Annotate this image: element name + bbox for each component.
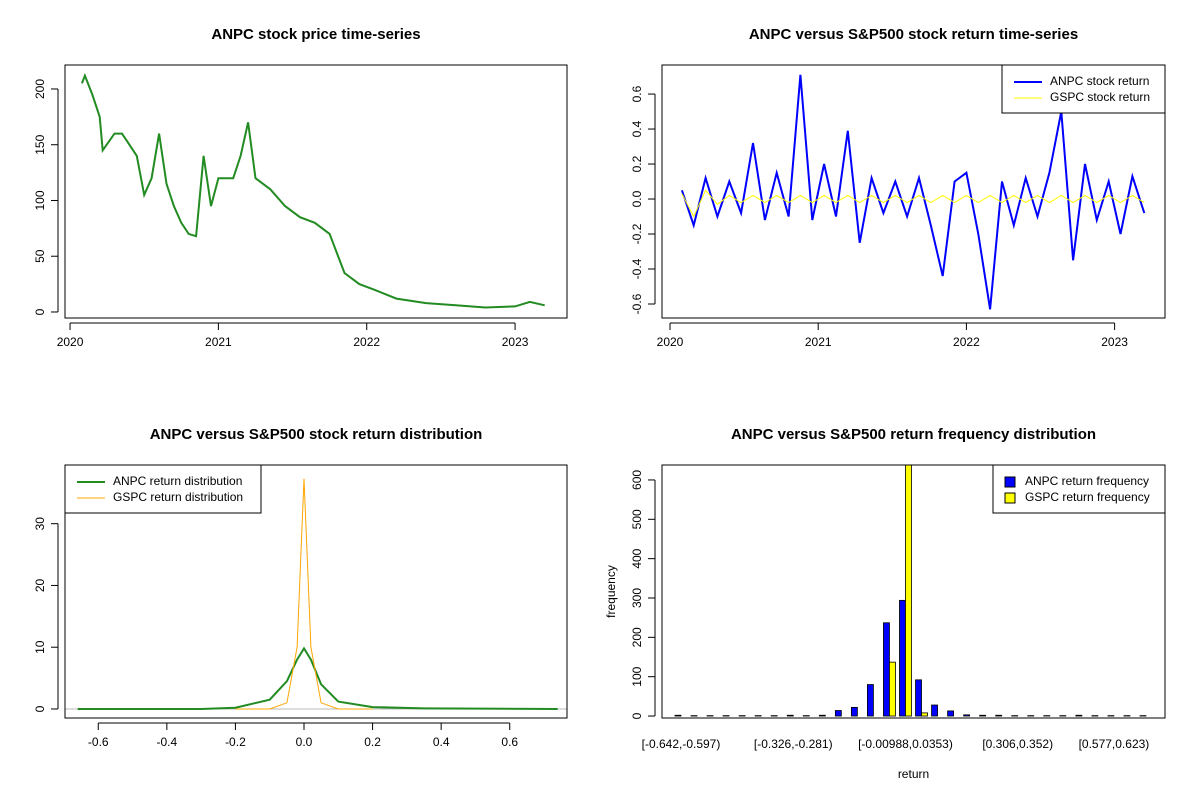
bar	[818, 714, 826, 717]
panel: ANPC stock price time-series 0 50 100 150 200…	[33, 26, 568, 349]
x-tick-label: [0.306,0.352)	[982, 737, 1053, 751]
bar	[883, 622, 890, 717]
bar	[1075, 714, 1083, 717]
y-tick-label: 200	[33, 79, 47, 99]
bar	[889, 661, 896, 717]
y-tick-label: 600	[630, 470, 644, 490]
legend-label: GSPC stock return	[1050, 90, 1150, 104]
x-tick-label: 2021	[205, 335, 232, 349]
x-tick-label: [-0.642,-0.597)	[642, 737, 721, 751]
legend-label: GSPC return frequency	[1025, 490, 1150, 504]
bar	[947, 710, 954, 717]
y-tick-label: 0.4	[630, 120, 644, 137]
chart-title: ANPC versus S&P500 stock return time-ser…	[749, 26, 1078, 43]
bar	[905, 465, 912, 717]
y-tick-label: 0	[630, 712, 644, 719]
legend-swatch	[1004, 492, 1016, 504]
y-tick-label: 30	[33, 517, 47, 531]
legend-label: ANPC return frequency	[1025, 474, 1149, 488]
y-tick-label: -0.6	[630, 293, 644, 314]
y-tick-label: 100	[33, 190, 47, 210]
y-tick-label: -0.4	[630, 258, 644, 279]
bar	[674, 714, 682, 717]
bar	[867, 684, 874, 717]
x-tick-label: 2021	[805, 335, 832, 349]
series-line	[77, 646, 558, 710]
chart-title: ANPC versus S&P500 return frequency dist…	[731, 426, 1096, 443]
x-tick-label: 2022	[353, 335, 380, 349]
y-tick-label: 500	[630, 509, 644, 529]
x-tick-label: -0.2	[225, 735, 246, 749]
y-tick-label: 300	[630, 588, 644, 608]
y-tick-label: 0.2	[630, 155, 644, 172]
x-tick-label: 0.6	[501, 735, 518, 749]
y-axis-title: frequency	[604, 565, 618, 618]
y-tick-label: 200	[630, 627, 644, 647]
y-tick-label: 100	[630, 666, 644, 686]
x-tick-label: [0.577,0.623)	[1079, 737, 1150, 751]
series-line	[80, 72, 545, 309]
x-tick-label: 0.4	[433, 735, 450, 749]
plot-frame	[661, 464, 1166, 719]
bar	[834, 710, 842, 717]
y-tick-label: 150	[33, 134, 47, 154]
panel: ANPC versus S&P500 return frequency dist…	[604, 426, 1166, 781]
series-line	[680, 74, 1146, 310]
series-line	[681, 189, 1145, 218]
legend-box	[64, 464, 262, 514]
legend-swatch	[1004, 476, 1016, 488]
x-tick-label: [-0.326,-0.281)	[754, 737, 833, 751]
y-tick-label: 50	[33, 249, 47, 263]
bar	[915, 679, 922, 717]
bar	[850, 706, 858, 717]
y-tick-label: 20	[33, 578, 47, 592]
legend-label: ANPC return distribution	[113, 474, 242, 488]
bar	[786, 714, 794, 717]
x-tick-label: [-0.00988,0.0353)	[858, 737, 953, 751]
plot-frame	[661, 64, 1166, 319]
x-tick-label: 0.0	[296, 735, 313, 749]
bar	[899, 599, 906, 717]
x-tick-label: 2023	[502, 335, 529, 349]
bar	[921, 712, 928, 717]
bar	[979, 714, 987, 717]
x-tick-label: -0.4	[156, 735, 177, 749]
x-tick-label: 2020	[57, 335, 84, 349]
y-tick-label: 10	[33, 640, 47, 654]
x-tick-label: 0.2	[364, 735, 381, 749]
y-tick-label: -0.2	[630, 223, 644, 244]
y-tick-label: 0.0	[630, 190, 644, 207]
legend-box	[992, 464, 1166, 514]
legend-label: GSPC return distribution	[113, 490, 243, 504]
x-tick-label: -0.6	[88, 735, 109, 749]
bar	[995, 714, 1003, 717]
x-tick-label: 2022	[953, 335, 980, 349]
bar	[931, 704, 938, 717]
x-axis-title: return	[898, 767, 929, 781]
plot-frame	[64, 64, 568, 319]
chart-title: ANPC versus S&P500 stock return distribu…	[150, 426, 483, 443]
x-tick-label: 2020	[657, 335, 684, 349]
y-tick-label: 400	[630, 548, 644, 568]
plot-frame	[64, 464, 568, 719]
bar	[963, 714, 971, 717]
panel: ANPC versus S&P500 stock return distribu…	[33, 426, 568, 749]
series-line	[235, 478, 373, 710]
y-tick-label: 0.6	[630, 85, 644, 102]
legend-box	[1001, 64, 1166, 114]
y-tick-label: 0	[33, 308, 47, 315]
chart-title: ANPC stock price time-series	[211, 26, 420, 43]
legend-label: ANPC stock return	[1050, 74, 1149, 88]
panel: ANPC versus S&P500 stock return time-ser…	[630, 26, 1166, 349]
y-tick-label: 0	[33, 705, 47, 712]
x-tick-label: 2023	[1101, 335, 1128, 349]
